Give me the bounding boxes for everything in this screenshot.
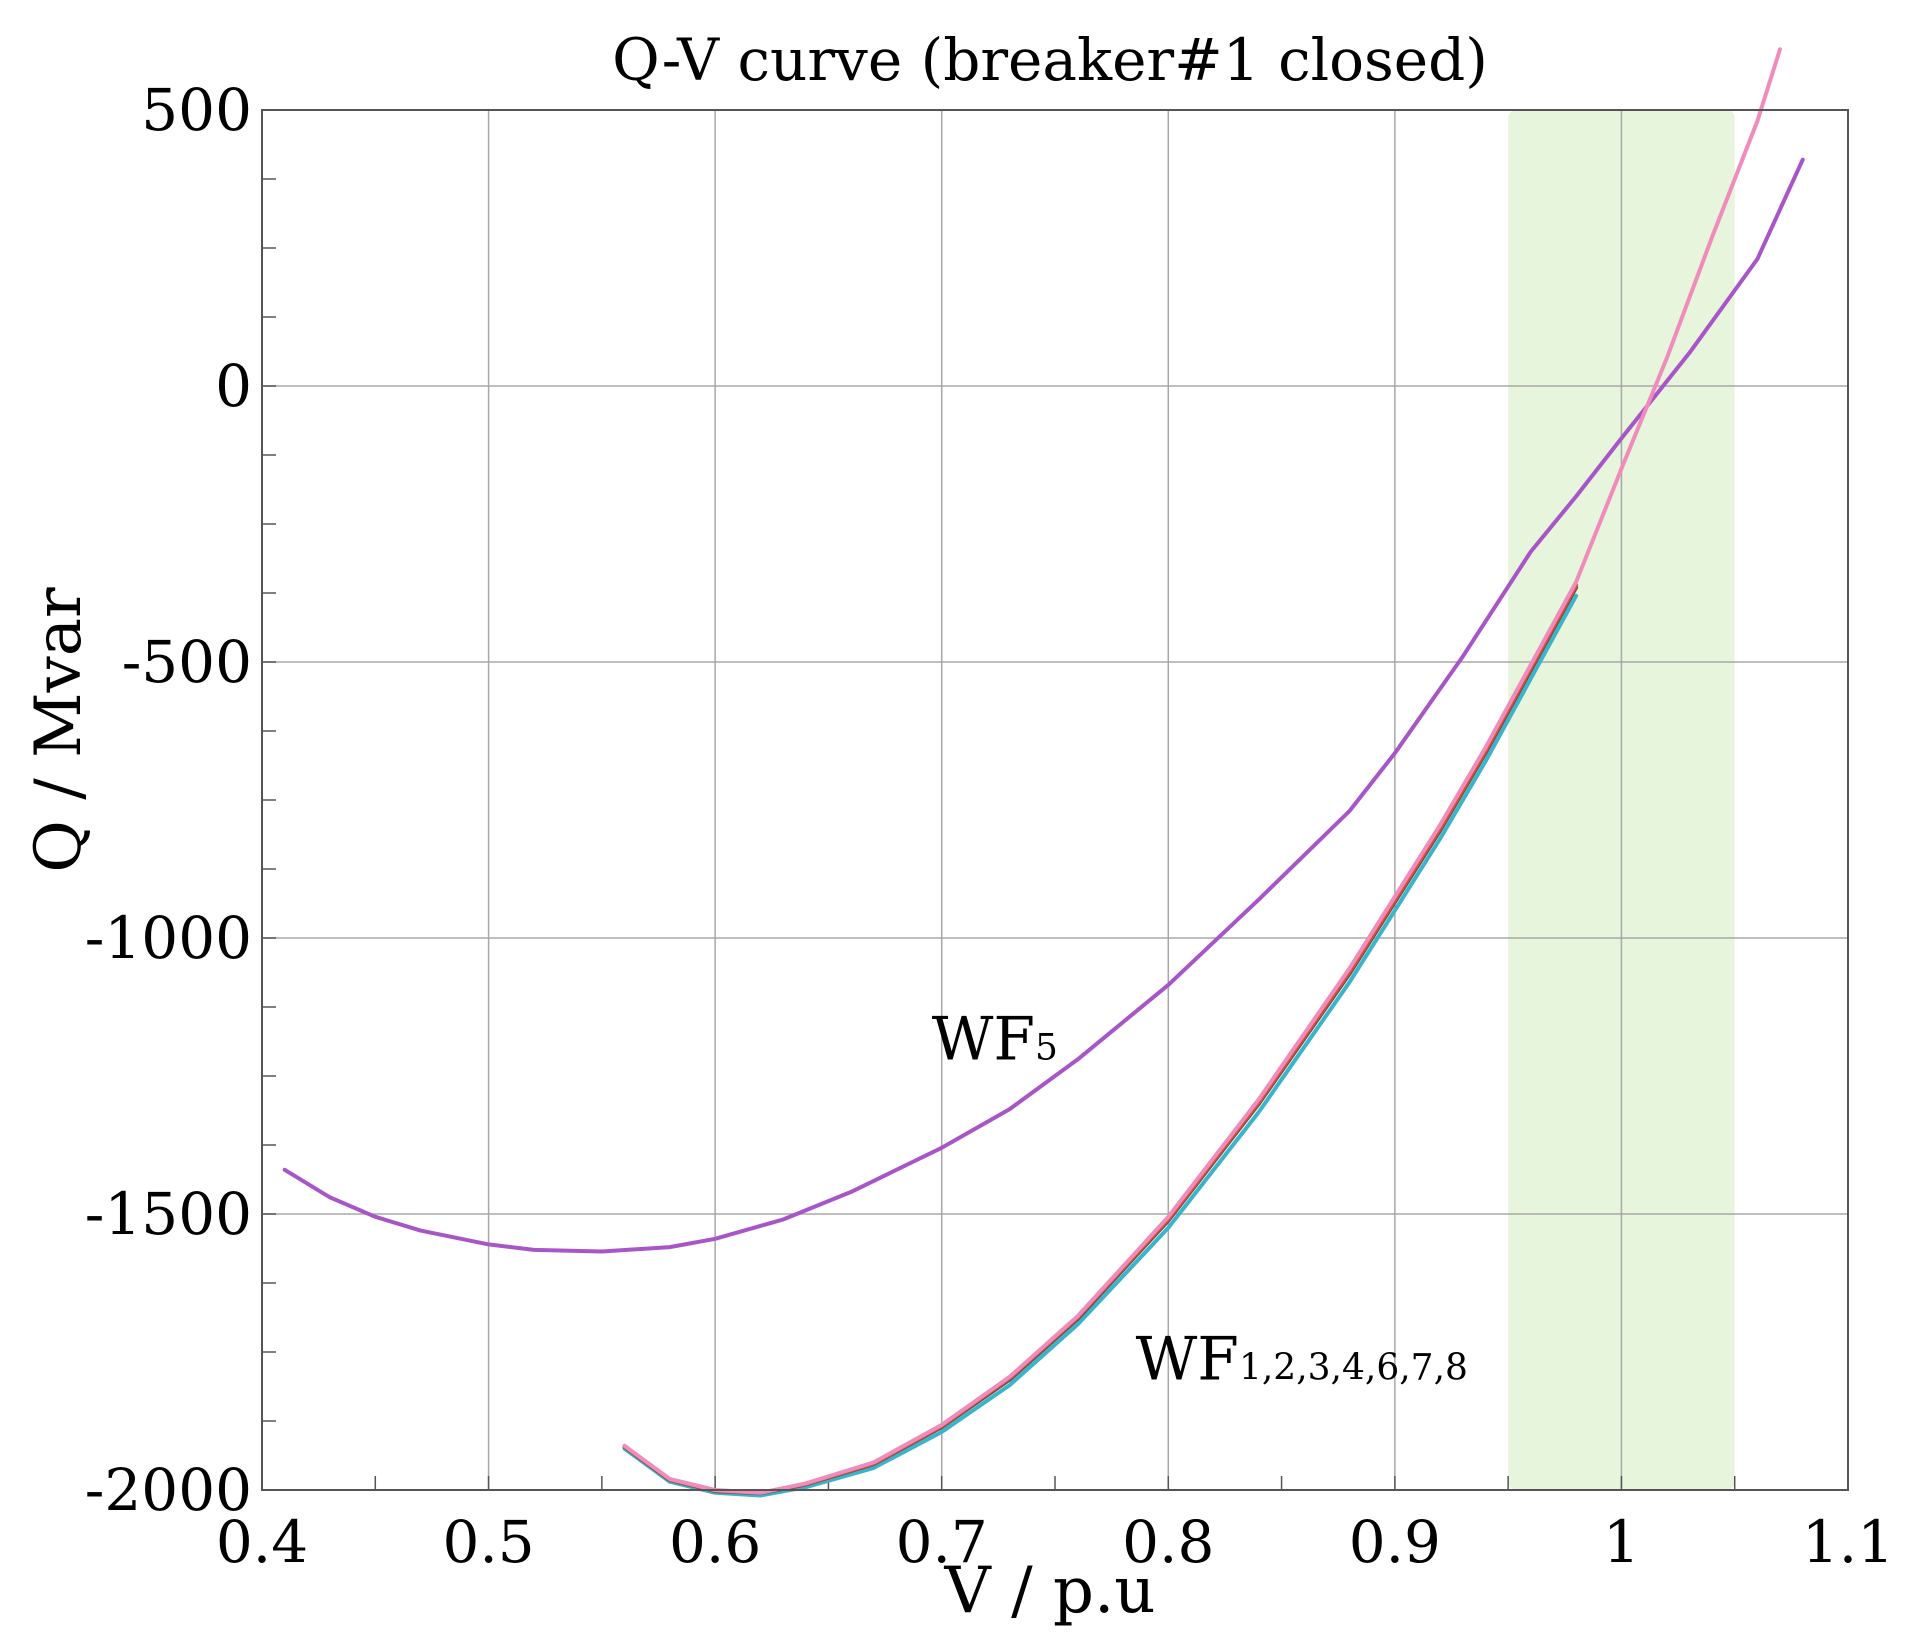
curve-annotation: WF5 — [932, 1004, 1058, 1074]
x-tick-label: 0.9 — [1349, 1508, 1441, 1576]
y-tick-label: -2000 — [85, 1456, 252, 1524]
series-layer — [282, 47, 1805, 1498]
y-tick-labels: 500 0 -500 -1000 -1500 -2000 — [85, 76, 252, 1524]
curve-annotation: WF1,2,3,4,6,7,8 — [1136, 1325, 1468, 1395]
series-line-1 — [282, 157, 1805, 1254]
curve-annotation-subscript: 5 — [1035, 1027, 1058, 1068]
x-tick-label: 0.7 — [896, 1508, 988, 1576]
x-tick-label: 0.8 — [1122, 1508, 1214, 1576]
x-tick-label: 1.1 — [1802, 1508, 1894, 1576]
x-axis-label: V / p.u — [944, 1554, 1156, 1628]
series-line-2 — [622, 593, 1579, 1498]
series-line-5 — [622, 47, 1782, 1495]
y-tick-label: -1500 — [85, 1180, 252, 1248]
curve-annotation-subscript: 1,2,3,4,6,7,8 — [1239, 1348, 1468, 1389]
x-tick-label: 1 — [1603, 1508, 1640, 1576]
x-tick-label: 0.4 — [216, 1508, 308, 1576]
x-tick-label: 0.6 — [669, 1508, 761, 1576]
y-tick-label: -500 — [122, 628, 252, 696]
chart-title: Q-V curve (breaker#1 closed) — [612, 26, 1488, 94]
x-tick-label: 0.5 — [442, 1508, 534, 1576]
y-tick-label: 500 — [141, 76, 252, 144]
y-axis-label: Q / Mvar — [22, 587, 96, 873]
minor-tick-layer — [261, 109, 1849, 1491]
y-tick-label: 0 — [215, 352, 252, 420]
annotation-layer: WF5 WF1,2,3,4,6,7,8 — [932, 1004, 1468, 1394]
y-tick-label: -1000 — [85, 904, 252, 972]
plot-frame — [261, 109, 1849, 1491]
x-tick-labels: 0.4 0.5 0.6 0.7 0.8 0.9 1 1.1 — [216, 1508, 1894, 1576]
